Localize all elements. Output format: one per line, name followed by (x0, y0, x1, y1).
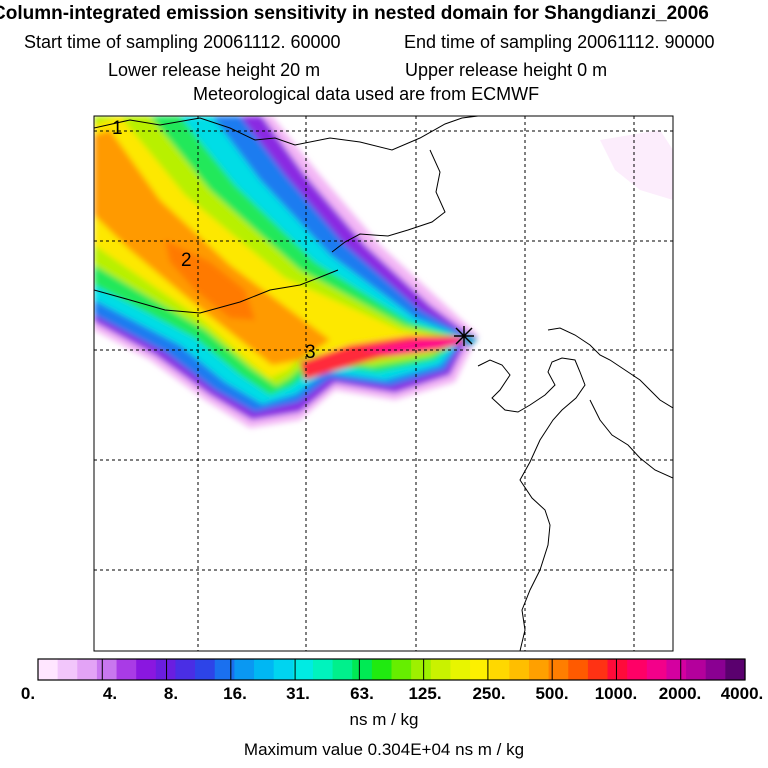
colorbar-cell (116, 659, 137, 680)
colorbar-cell (411, 659, 432, 680)
coast-korea-east (547, 327, 673, 409)
colorbar-cell (155, 659, 177, 680)
colorbar-tick-label: 1000. (594, 684, 638, 703)
colorbar-cell (568, 659, 589, 680)
border-north (94, 116, 479, 151)
coastlines (94, 116, 673, 651)
colorbar-cell (705, 659, 726, 680)
map-frame (93, 115, 674, 652)
colorbar-cell (627, 659, 648, 680)
colorbar-tick-label: 63. (350, 684, 374, 703)
colorbar-cell (587, 659, 609, 680)
colorbar-cell (312, 659, 334, 680)
plume-band-orange (94, 130, 330, 365)
colorbar-tick-label: 500. (535, 684, 569, 703)
contour-label-3: 1 (112, 118, 123, 139)
colorbar-cell (96, 659, 118, 680)
colorbar-units: ns m / kg (349, 710, 419, 729)
colorbar-cell (646, 659, 668, 680)
colorbar-tick-label: 4000. (720, 684, 764, 703)
colorbar-cell (175, 659, 196, 680)
colorbar-tick-label: 16. (223, 684, 247, 703)
colorbar (37, 659, 746, 680)
colorbar-cell (38, 659, 59, 680)
colorbar-cell (195, 659, 216, 680)
colorbar-cell (509, 659, 530, 680)
colorbar-cell (548, 659, 569, 680)
border-west (94, 269, 339, 314)
colorbar-cell (470, 659, 491, 680)
colorbar-cell (254, 659, 275, 680)
colorbar-cell (293, 659, 314, 680)
coast-korea (477, 357, 586, 651)
colorbar-cell (450, 659, 471, 680)
start-time-label: Start time of sampling 20061112. 60000 (24, 32, 341, 52)
contour-label-1: 3 (305, 342, 316, 363)
colorbar-cell (391, 659, 412, 680)
colorbar-cell (489, 659, 510, 680)
maximum-value-label: Maximum value 0.304E+04 ns m / kg (243, 740, 525, 759)
colorbar-cell (607, 659, 628, 680)
met-data-label: Meteorological data used are from ECMWF (193, 84, 540, 104)
colorbar-tick-label: 4. (102, 684, 118, 703)
lower-release-height-label: Lower release height 20 m (108, 60, 321, 80)
receptor-marker-icon (454, 326, 474, 346)
colorbar-cell (430, 659, 452, 680)
colorbar-cell (686, 659, 707, 680)
coast-gulf (331, 149, 446, 253)
plot-title: Column-integrated emission sensitivity i… (0, 3, 709, 24)
colorbar-frame (37, 658, 746, 681)
colorbar-cell (371, 659, 393, 680)
colorbar-tick-label: 8. (163, 684, 179, 703)
colorbar-cell (77, 659, 98, 680)
coast-peninsula (589, 399, 673, 479)
plume-band-orange-core (165, 240, 255, 320)
contour-label-2: 2 (181, 250, 192, 271)
colorbar-cell (273, 659, 294, 680)
colorbar-tick-label: 250. (472, 684, 506, 703)
grid-lines (94, 116, 673, 651)
plume-faint-patch (600, 130, 673, 200)
colorbar-cell (214, 659, 235, 680)
colorbar-cell (352, 659, 373, 680)
colorbar-tick-label: 125. (408, 684, 442, 703)
colorbar-cell (332, 659, 353, 680)
colorbar-tick-label: 0. (20, 684, 36, 703)
colorbar-cell (234, 659, 255, 680)
colorbar-cell (136, 659, 157, 680)
colorbar-cell (57, 659, 78, 680)
colorbar-cell (725, 659, 746, 680)
end-time-label: End time of sampling 20061112. 90000 (404, 32, 715, 52)
colorbar-cell (528, 659, 550, 680)
colorbar-tick-label: 31. (286, 684, 310, 703)
colorbar-tick-label: 2000. (658, 684, 702, 703)
colorbar-cell (666, 659, 687, 680)
upper-release-height-label: Upper release height 0 m (405, 60, 608, 80)
